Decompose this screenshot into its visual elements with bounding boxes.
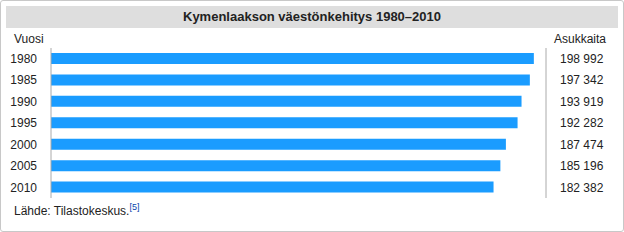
svg-text:198 992: 198 992	[560, 52, 604, 66]
svg-text:192 282: 192 282	[560, 116, 604, 130]
svg-text:182 382: 182 382	[560, 181, 604, 195]
svg-text:2000: 2000	[10, 138, 37, 152]
svg-text:193 919: 193 919	[560, 95, 604, 109]
html-text:Vuosi: Vuosi	[14, 32, 44, 46]
svg-text:197 342: 197 342	[560, 73, 604, 87]
svg-text:1995: 1995	[10, 116, 37, 130]
svg-text:1990: 1990	[10, 95, 37, 109]
html-text:Kymenlaakson väestönkehitys 19: Kymenlaakson väestönkehitys 1980–2010	[183, 9, 441, 24]
svg-text:187 474: 187 474	[560, 138, 604, 152]
svg-text:2005: 2005	[10, 159, 37, 173]
svg-text:2010: 2010	[10, 181, 37, 195]
svg-text:185 196: 185 196	[560, 159, 604, 173]
svg-text:1980: 1980	[10, 52, 37, 66]
svg-text:1985: 1985	[10, 73, 37, 87]
html-text:Asukkaita: Asukkaita	[554, 32, 606, 46]
html-text:Lähde: Tilastokeskus.[5]: Lähde: Tilastokeskus.[5]	[14, 202, 140, 218]
